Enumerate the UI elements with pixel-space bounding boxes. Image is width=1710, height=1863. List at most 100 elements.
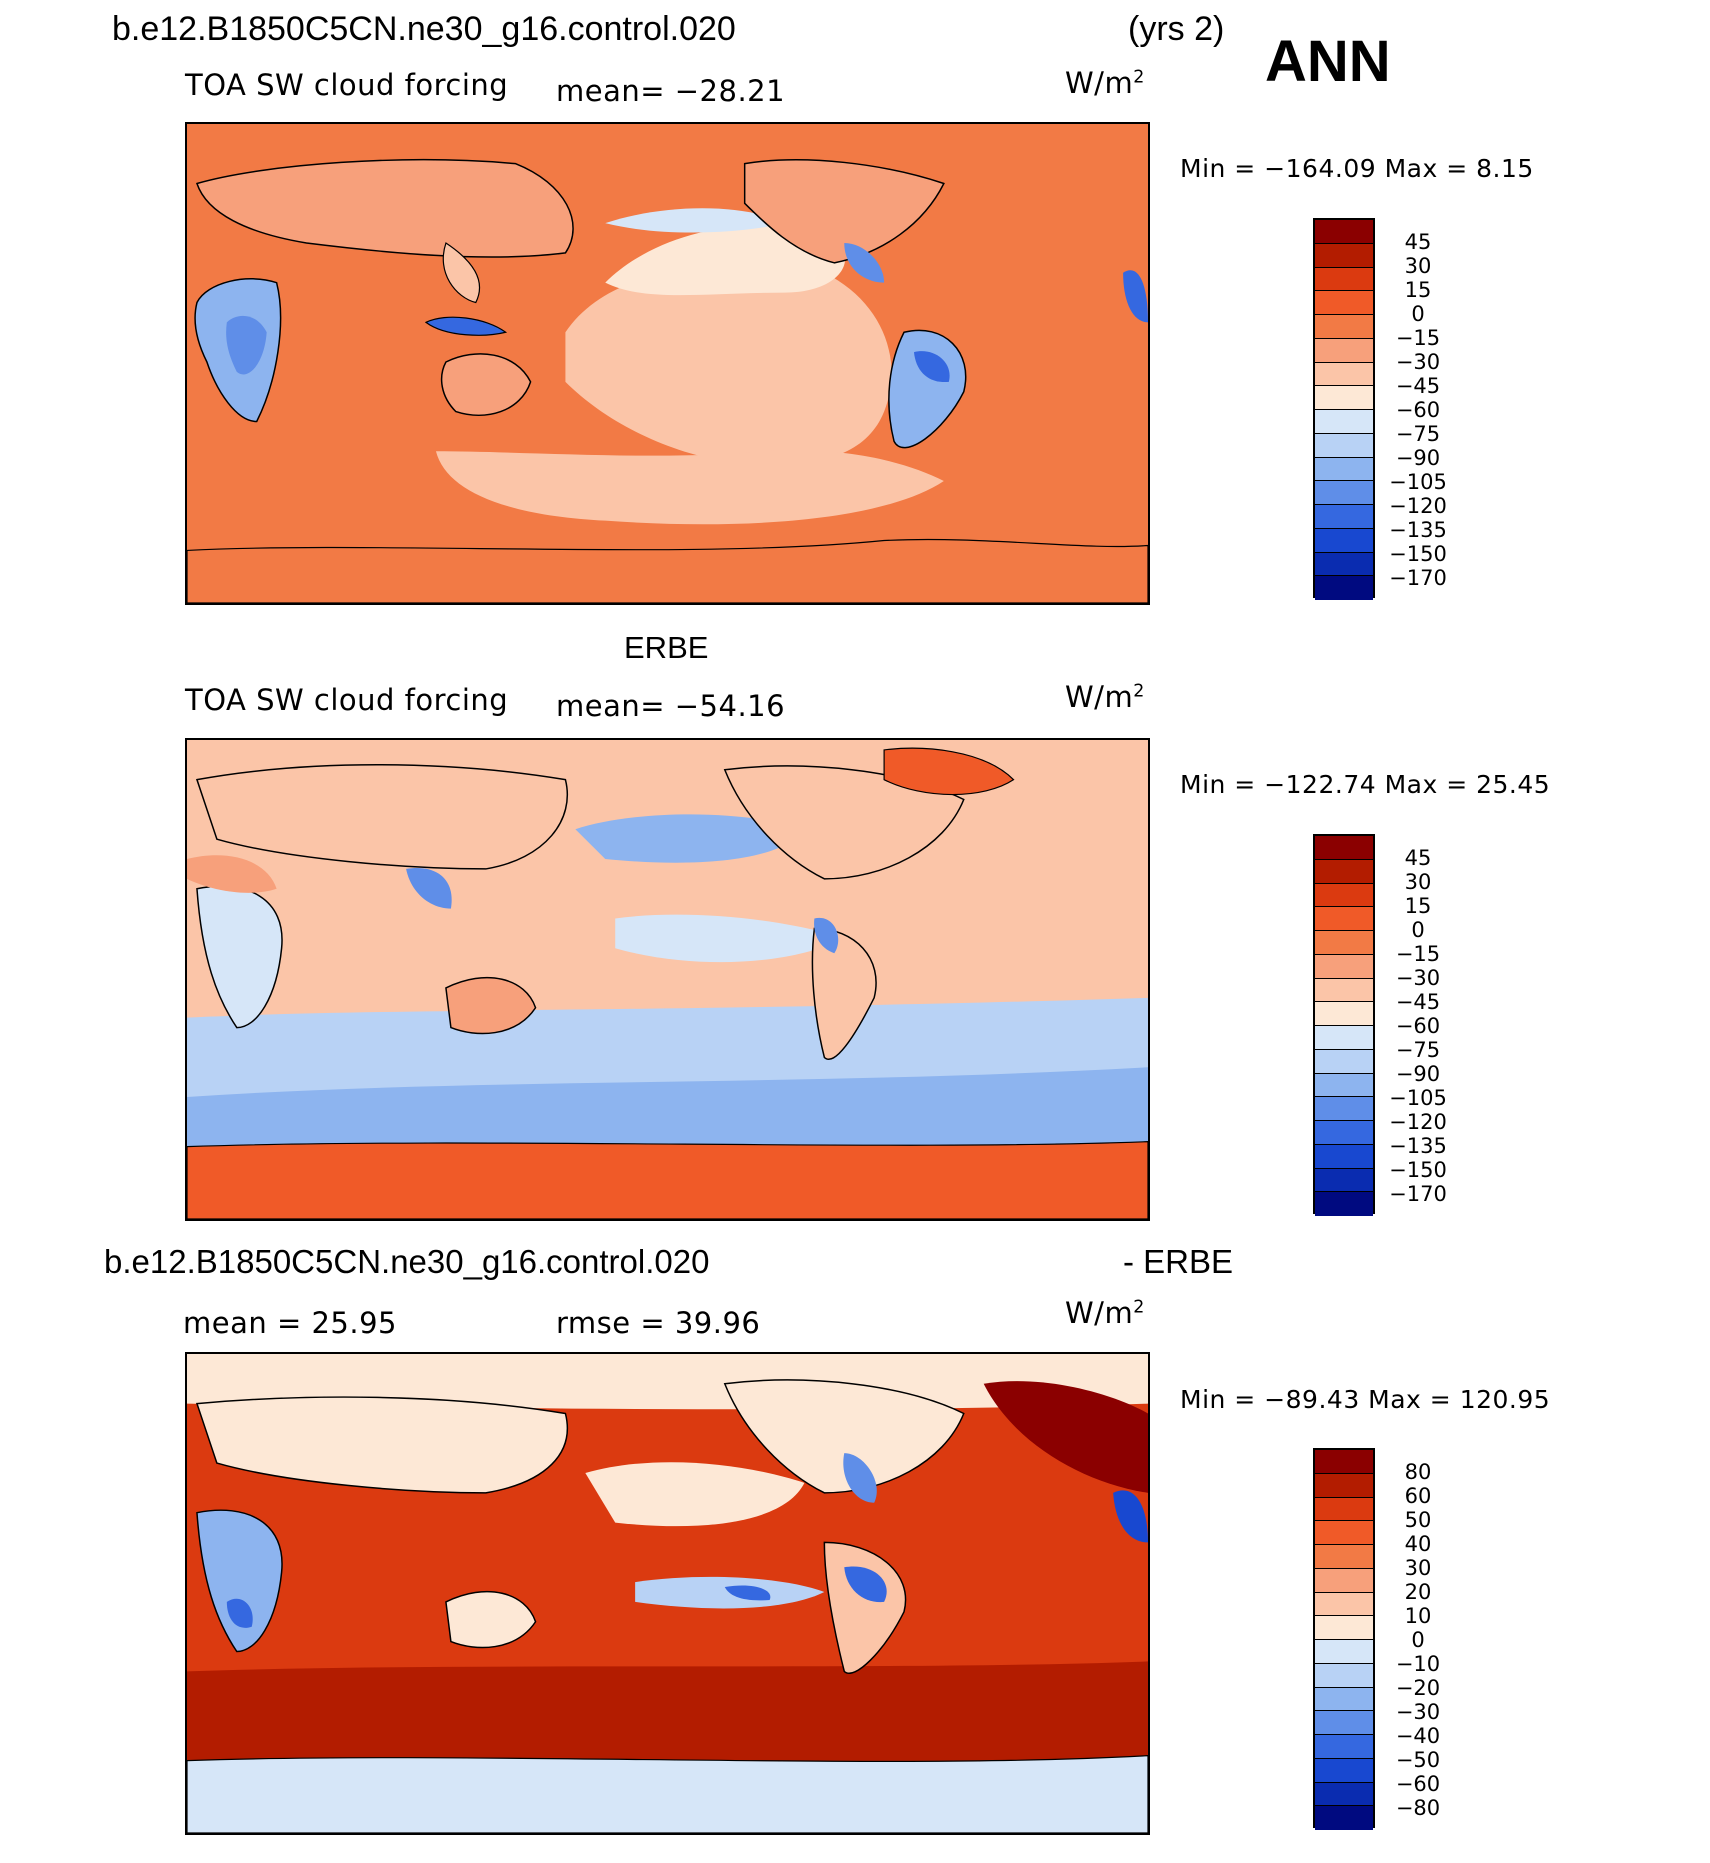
cb-label: −15 — [1395, 942, 1441, 966]
case-title: b.e12.B1850C5CN.ne30_g16.control.020 — [112, 10, 736, 48]
cb-label: 0 — [1411, 1628, 1425, 1652]
swatch — [1315, 386, 1373, 410]
cb-label: −75 — [1395, 422, 1441, 446]
antarctica-shape — [187, 538, 1148, 603]
north-pacific-blue — [605, 208, 785, 233]
swatch — [1315, 1592, 1373, 1617]
cb-label: −60 — [1395, 1014, 1441, 1038]
gulf-blue — [844, 243, 885, 283]
panel3-mean: mean = 25.95 — [183, 1306, 397, 1340]
eurasia-shape — [195, 1396, 568, 1494]
swatch — [1315, 836, 1373, 860]
amazon-core — [844, 1566, 887, 1603]
india-shape — [442, 242, 481, 304]
southern-band — [435, 450, 944, 525]
cb-label: −20 — [1395, 1676, 1441, 1700]
africa-core — [226, 315, 267, 375]
swatch — [1315, 457, 1373, 482]
swatch — [1315, 1121, 1373, 1145]
panel3-map — [185, 1352, 1150, 1835]
equatorial-core — [724, 1585, 771, 1601]
cb-label: −135 — [1389, 518, 1447, 542]
africa-shape — [196, 1509, 283, 1653]
swatch — [1315, 362, 1373, 387]
cb-label: −150 — [1389, 542, 1447, 566]
cb-label: −45 — [1395, 374, 1441, 398]
swatch — [1315, 1545, 1373, 1569]
east-asia-blue — [406, 867, 452, 909]
panel1-map — [185, 122, 1150, 605]
swatch — [1315, 1806, 1373, 1830]
panel3-rmse: rmse = 39.96 — [556, 1306, 761, 1340]
antarctica-shape — [187, 1755, 1148, 1833]
cb-label: −80 — [1395, 1796, 1441, 1820]
cb-label: −120 — [1389, 1110, 1447, 1134]
cb-label: 0 — [1411, 302, 1425, 326]
swatch — [1315, 1192, 1373, 1216]
panel2-min-max: Min = −122.74 Max = 25.45 — [1180, 770, 1551, 799]
south-america-shape — [823, 1541, 907, 1674]
australia-shape — [445, 1590, 537, 1649]
greenland-shape — [883, 747, 1015, 796]
swatch — [1315, 907, 1373, 931]
cb-label: 45 — [1404, 230, 1432, 254]
swatch — [1315, 1144, 1373, 1169]
years-label: (yrs 2) — [1128, 10, 1225, 48]
panel1-variable: TOA SW cloud forcing — [185, 68, 509, 102]
swatch — [1315, 1568, 1373, 1593]
cb-label: 45 — [1404, 846, 1432, 870]
swatch — [1315, 978, 1373, 1003]
swatch — [1315, 1521, 1373, 1545]
north-pacific-band — [605, 225, 846, 296]
cb-label: −170 — [1389, 1182, 1447, 1206]
andes-blue — [814, 917, 839, 954]
africa-shape — [196, 885, 283, 1029]
swatch — [1315, 267, 1373, 292]
north-pacific-blue — [575, 814, 805, 863]
cb-label: −50 — [1395, 1748, 1441, 1772]
swatch — [1315, 433, 1373, 458]
swatch — [1315, 1168, 1373, 1193]
panel2-colorbar — [1313, 834, 1375, 1216]
australia-shape — [445, 976, 537, 1035]
cb-label: −105 — [1389, 1086, 1447, 1110]
east-africa-edge — [1123, 270, 1148, 323]
cb-label: 15 — [1404, 894, 1432, 918]
cb-label: −135 — [1389, 1134, 1447, 1158]
cb-label: −105 — [1389, 470, 1447, 494]
equatorial-band — [615, 914, 845, 963]
cb-label: −15 — [1395, 326, 1441, 350]
australia-shape — [440, 353, 532, 416]
swatch — [1315, 1711, 1373, 1735]
swatch — [1315, 552, 1373, 577]
pacific-light — [585, 1462, 805, 1527]
north-atlantic-dark — [983, 1381, 1148, 1493]
cb-label: 80 — [1404, 1460, 1432, 1484]
swatch — [1315, 1026, 1373, 1050]
cb-label: −45 — [1395, 990, 1441, 1014]
antarctica-shape — [187, 1141, 1148, 1219]
cb-label: −30 — [1395, 1700, 1441, 1724]
cb-label: −60 — [1395, 398, 1441, 422]
swatch — [1315, 1735, 1373, 1759]
swatch — [1315, 1073, 1373, 1098]
eurasia-shape — [195, 764, 568, 870]
panel2-units: W/m2 — [1065, 680, 1145, 714]
eurasia-shape — [196, 159, 574, 258]
north-america-shape — [743, 159, 945, 264]
swatch — [1315, 1097, 1373, 1121]
amazon-core — [913, 351, 950, 383]
swatch — [1315, 505, 1373, 529]
cb-label: 15 — [1404, 278, 1432, 302]
cb-label: −90 — [1395, 1062, 1441, 1086]
panel3-colorbar — [1313, 1448, 1375, 1830]
swatch — [1315, 315, 1373, 339]
cb-label: −30 — [1395, 350, 1441, 374]
swatch — [1315, 1002, 1373, 1026]
cb-label: −30 — [1395, 966, 1441, 990]
cb-label: 10 — [1404, 1604, 1432, 1628]
panel2-variable: TOA SW cloud forcing — [185, 683, 509, 717]
swatch — [1315, 1450, 1373, 1474]
east-africa-edge — [1113, 1490, 1148, 1543]
gulf-blue — [843, 1453, 877, 1503]
